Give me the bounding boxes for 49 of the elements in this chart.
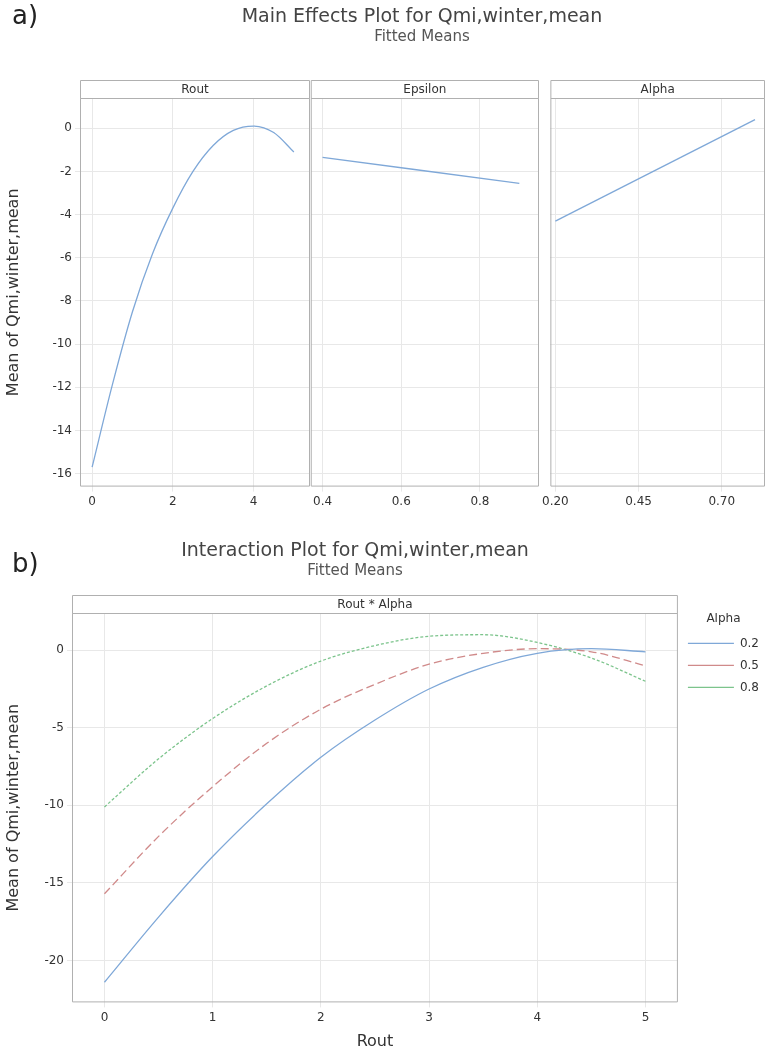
legend-label: 0.2 (739, 635, 760, 650)
chart-subtitle: Fitted Means (306, 561, 404, 579)
x-axis-title: Rout (181, 82, 210, 97)
x-tick-label: 0.45 (625, 493, 652, 508)
y-tick-label: 0 (56, 642, 64, 657)
y-tick-label: -5 (52, 719, 64, 734)
text: Rout * Alpha (337, 597, 413, 612)
text: a) (12, 0, 39, 30)
line-series (103, 648, 647, 983)
y-tick-label: -8 (60, 293, 72, 308)
x-tick-label: 4 (249, 493, 258, 508)
text: b) (12, 548, 39, 578)
x-axis-title: Alpha (640, 82, 675, 97)
y-tick-label: -15 (44, 875, 64, 890)
y-tick-label: -20 (44, 952, 64, 967)
x-tick-label: 0.4 (313, 493, 333, 508)
chart-title: Main Effects Plot for Qmi,winter,mean (240, 4, 604, 27)
x-axis-title: Epsilon (403, 82, 447, 97)
legend-label: 0.8 (739, 679, 760, 694)
y-tick-label: -14 (52, 422, 72, 437)
y-tick-label: -16 (52, 465, 72, 480)
chart-subtitle: Fitted Means (373, 27, 471, 45)
legend-label: 0.5 (739, 657, 760, 672)
x-tick-label: 1 (208, 1009, 217, 1024)
x-tick-label: 5 (641, 1009, 650, 1024)
y-axis-title: Mean of Qmi,winter,mean (2, 703, 22, 912)
x-tick-label: 0.70 (708, 493, 736, 508)
x-tick-label: 0.20 (542, 493, 569, 508)
x-tick-label: 0.8 (470, 493, 490, 508)
y-tick-label: -10 (44, 797, 64, 812)
x-tick-label: 0 (88, 493, 96, 508)
y-tick-label: -12 (52, 379, 72, 394)
chart-title: Interaction Plot for Qmi,winter,mean (180, 538, 530, 561)
y-axis-title: Mean of Qmi,winter,mean (2, 188, 22, 397)
x-tick-label: 3 (425, 1009, 433, 1024)
x-tick-label: 2 (168, 493, 177, 508)
x-tick-label: 0 (100, 1009, 109, 1024)
y-tick-label: -6 (60, 249, 72, 264)
y-tick-label: 0 (64, 120, 72, 135)
line-series (103, 634, 647, 808)
x-axis-title: Rout (356, 1030, 394, 1050)
y-tick-label: -4 (60, 206, 72, 221)
y-tick-label: -10 (52, 336, 72, 351)
line-series (91, 125, 295, 468)
x-tick-label: 2 (317, 1009, 325, 1024)
x-tick-label: 4 (533, 1009, 542, 1024)
legend-title: Alpha (706, 611, 741, 626)
y-tick-label: -2 (60, 163, 72, 178)
x-tick-label: 0.6 (391, 493, 411, 508)
